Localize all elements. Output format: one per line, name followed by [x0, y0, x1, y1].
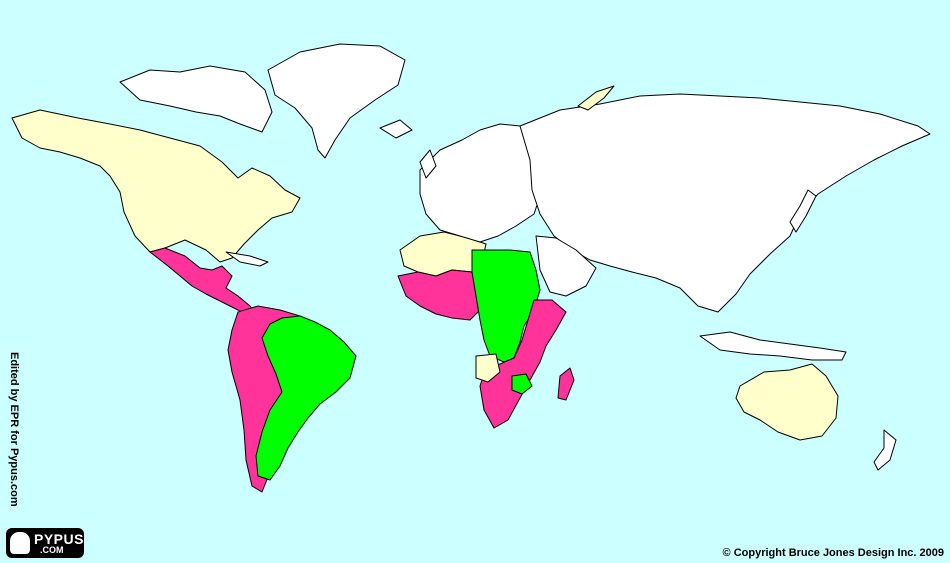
region-uk-iceland [379, 119, 437, 179]
region-brazil-argentina [255, 315, 357, 481]
side-credit-text: Edited by EPR for Pypus.com [8, 352, 20, 507]
region-zimbabwe [511, 373, 533, 395]
region-west-africa [397, 269, 481, 321]
region-middle-east [535, 235, 597, 297]
region-australia [735, 363, 839, 441]
copyright-text: © Copyright Bruce Jones Design Inc. 2009 [722, 547, 944, 559]
logo-mascot-icon [10, 532, 30, 554]
region-greenland [267, 43, 406, 159]
region-japan [789, 189, 817, 233]
logo-name: PYPUS [34, 531, 84, 547]
region-novaya-zemlya [577, 85, 615, 111]
logo-domain: .COM [40, 545, 64, 555]
region-mexico-central-america [149, 247, 259, 319]
region-indonesia [699, 331, 847, 361]
region-europe [419, 123, 541, 243]
region-east-south-africa [479, 299, 567, 429]
region-north-america [11, 109, 301, 263]
region-angola [475, 353, 501, 383]
region-caribbean [225, 251, 269, 267]
pypus-logo[interactable]: PYPUS .COM [6, 528, 84, 558]
region-new-zealand [873, 429, 897, 471]
region-central-africa [471, 249, 541, 363]
region-arctic-islands [119, 65, 273, 133]
region-madagascar [557, 367, 575, 401]
